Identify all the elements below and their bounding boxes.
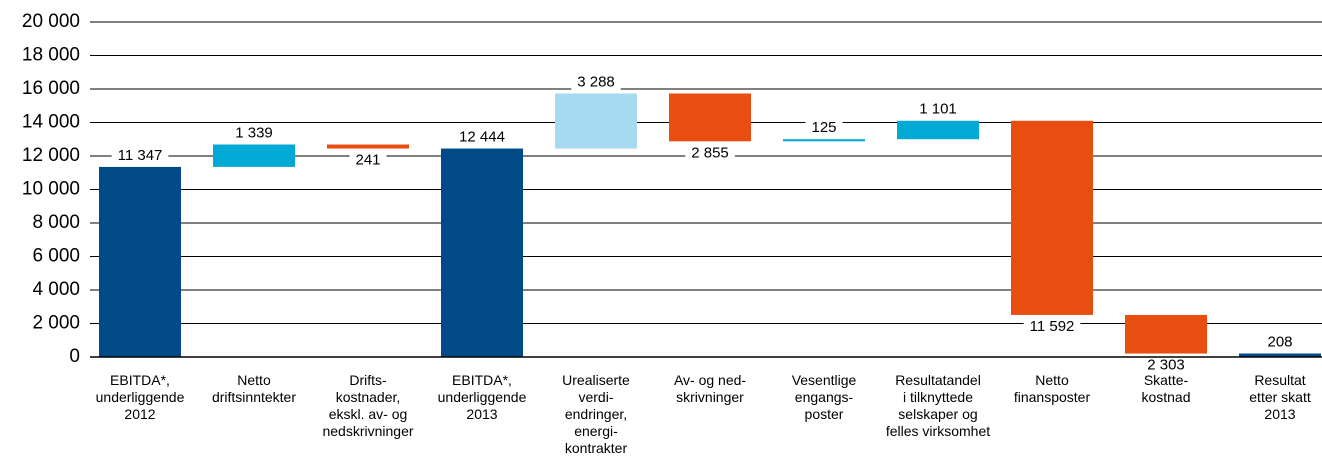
x-tick-label: Netto finansposter: [1014, 372, 1091, 405]
value-label: 241: [355, 152, 380, 169]
x-tick-label: Netto driftsinntekter: [212, 372, 296, 405]
x-tick-label-line: driftsinntekter: [212, 389, 296, 405]
x-tick-label-line: etter skatt: [1249, 389, 1311, 405]
x-tick-label-line: poster: [805, 406, 844, 422]
x-tick-label-line: Netto: [237, 372, 271, 388]
x-tick-label-line: kostnad: [1141, 389, 1190, 405]
x-tick-label-line: skrivninger: [676, 389, 744, 405]
x-tick-label-line: i tilknyttede: [903, 389, 973, 405]
value-label: 3 288: [577, 73, 615, 90]
bar: [669, 93, 751, 142]
bar: [783, 139, 865, 142]
y-tick-label: 2 000: [32, 313, 80, 334]
y-tick-label: 10 000: [22, 179, 80, 200]
value-label: 208: [1267, 333, 1292, 350]
x-tick-label-line: engangs-: [795, 389, 854, 405]
x-tick-label-line: Drifts-: [349, 372, 387, 388]
grid: [90, 21, 1322, 358]
x-tick-label: Vesentlige engangs-poster: [792, 372, 857, 422]
x-tick-label: Skatte-kostnad: [1141, 372, 1190, 405]
x-tick-label-line: nedskrivninger: [322, 423, 413, 439]
value-label: 2 855: [691, 144, 729, 161]
x-tick-label-line: Vesentlige: [792, 372, 857, 388]
x-tick-label-line: Resultatandel: [895, 372, 981, 388]
value-label: 12 444: [459, 129, 505, 146]
x-tick-label-line: Netto: [1035, 372, 1069, 388]
x-tick-label-line: ekskl. av- og: [329, 406, 408, 422]
x-tick-label-line: Av- og ned-: [674, 372, 746, 388]
x-tick-label: Av- og ned-skrivninger: [674, 372, 746, 405]
bar: [1011, 120, 1093, 315]
x-tick-label-line: kostnader,: [336, 389, 401, 405]
value-label: 2 303: [1147, 356, 1185, 373]
value-label-bg: [805, 120, 843, 137]
bar: [1239, 353, 1321, 357]
x-tick-label-line: endringer,: [565, 406, 627, 422]
value-label: 1 101: [919, 101, 957, 118]
value-label: 125: [811, 119, 836, 136]
y-tick-label: 20 000: [22, 11, 80, 32]
y-tick-label: 0: [69, 346, 80, 367]
y-tick-label: 8 000: [32, 212, 80, 233]
value-label-bg: [229, 125, 279, 142]
x-tick-label: EBITDA*, underliggende 2013: [438, 372, 527, 422]
bar: [327, 144, 409, 149]
x-tick-label: Resultat etter skatt 2013: [1249, 372, 1311, 422]
x-tick-label-line: underliggende: [438, 389, 527, 405]
x-tick-label-line: Skatte-: [1144, 372, 1189, 388]
value-label-bg: [685, 145, 735, 162]
value-label-bg: [453, 129, 511, 146]
y-tick-label: 16 000: [22, 78, 80, 99]
bar: [897, 120, 979, 140]
bar: [555, 93, 637, 149]
bar: [99, 166, 181, 357]
y-tick-label: 12 000: [22, 145, 80, 166]
x-tick-label: Drifts-kostnader, ekskl. av- og nedskrivni…: [322, 372, 413, 439]
bar: [1125, 314, 1207, 354]
x-tick-label-line: EBITDA*,: [452, 372, 512, 388]
value-label-bg: [111, 147, 169, 164]
y-tick-label: 4 000: [32, 279, 80, 300]
value-label-bg: [1261, 334, 1299, 351]
bar: [441, 148, 523, 357]
x-tick-label-line: kontrakter: [565, 440, 628, 456]
x-tick-label-line: 2013: [1264, 406, 1295, 422]
value-label: 11 347: [118, 147, 163, 164]
x-tick-label-line: Resultat: [1254, 372, 1305, 388]
x-tick-label: EBITDA*, underliggende 2012: [96, 372, 185, 422]
x-tick-label-line: underliggende: [96, 389, 185, 405]
x-tick-label-line: energi-: [574, 423, 618, 439]
x-tick-label-line: finansposter: [1014, 389, 1091, 405]
value-label: 1 339: [235, 124, 273, 141]
value-label-bg: [1141, 357, 1191, 374]
value-label-bg: [349, 152, 387, 169]
x-tick-label-line: selskaper og: [898, 406, 977, 422]
y-tick-label: 14 000: [22, 112, 80, 133]
value-label-bg: [913, 101, 963, 118]
value-label-bg: [571, 74, 621, 91]
x-tick-label-line: felles virksomhet: [886, 423, 990, 439]
x-tick-label-line: Urealiserte: [562, 372, 630, 388]
x-tick-label: Resultatandel i tilknyttede selskaper og fe…: [886, 372, 990, 439]
value-label: 11 592: [1030, 318, 1075, 335]
y-tick-label: 18 000: [22, 45, 80, 66]
bar: [213, 144, 295, 167]
x-tick-label-line: verdi-: [578, 389, 613, 405]
x-tick-label-line: 2013: [466, 406, 497, 422]
y-tick-label: 6 000: [32, 246, 80, 267]
x-tick-label-line: 2012: [124, 406, 155, 422]
x-tick-label: Urealiserte verdi-endringer, energi-kontra…: [562, 372, 630, 456]
x-tick-label-line: EBITDA*,: [110, 372, 170, 388]
value-label-bg: [1023, 318, 1081, 335]
